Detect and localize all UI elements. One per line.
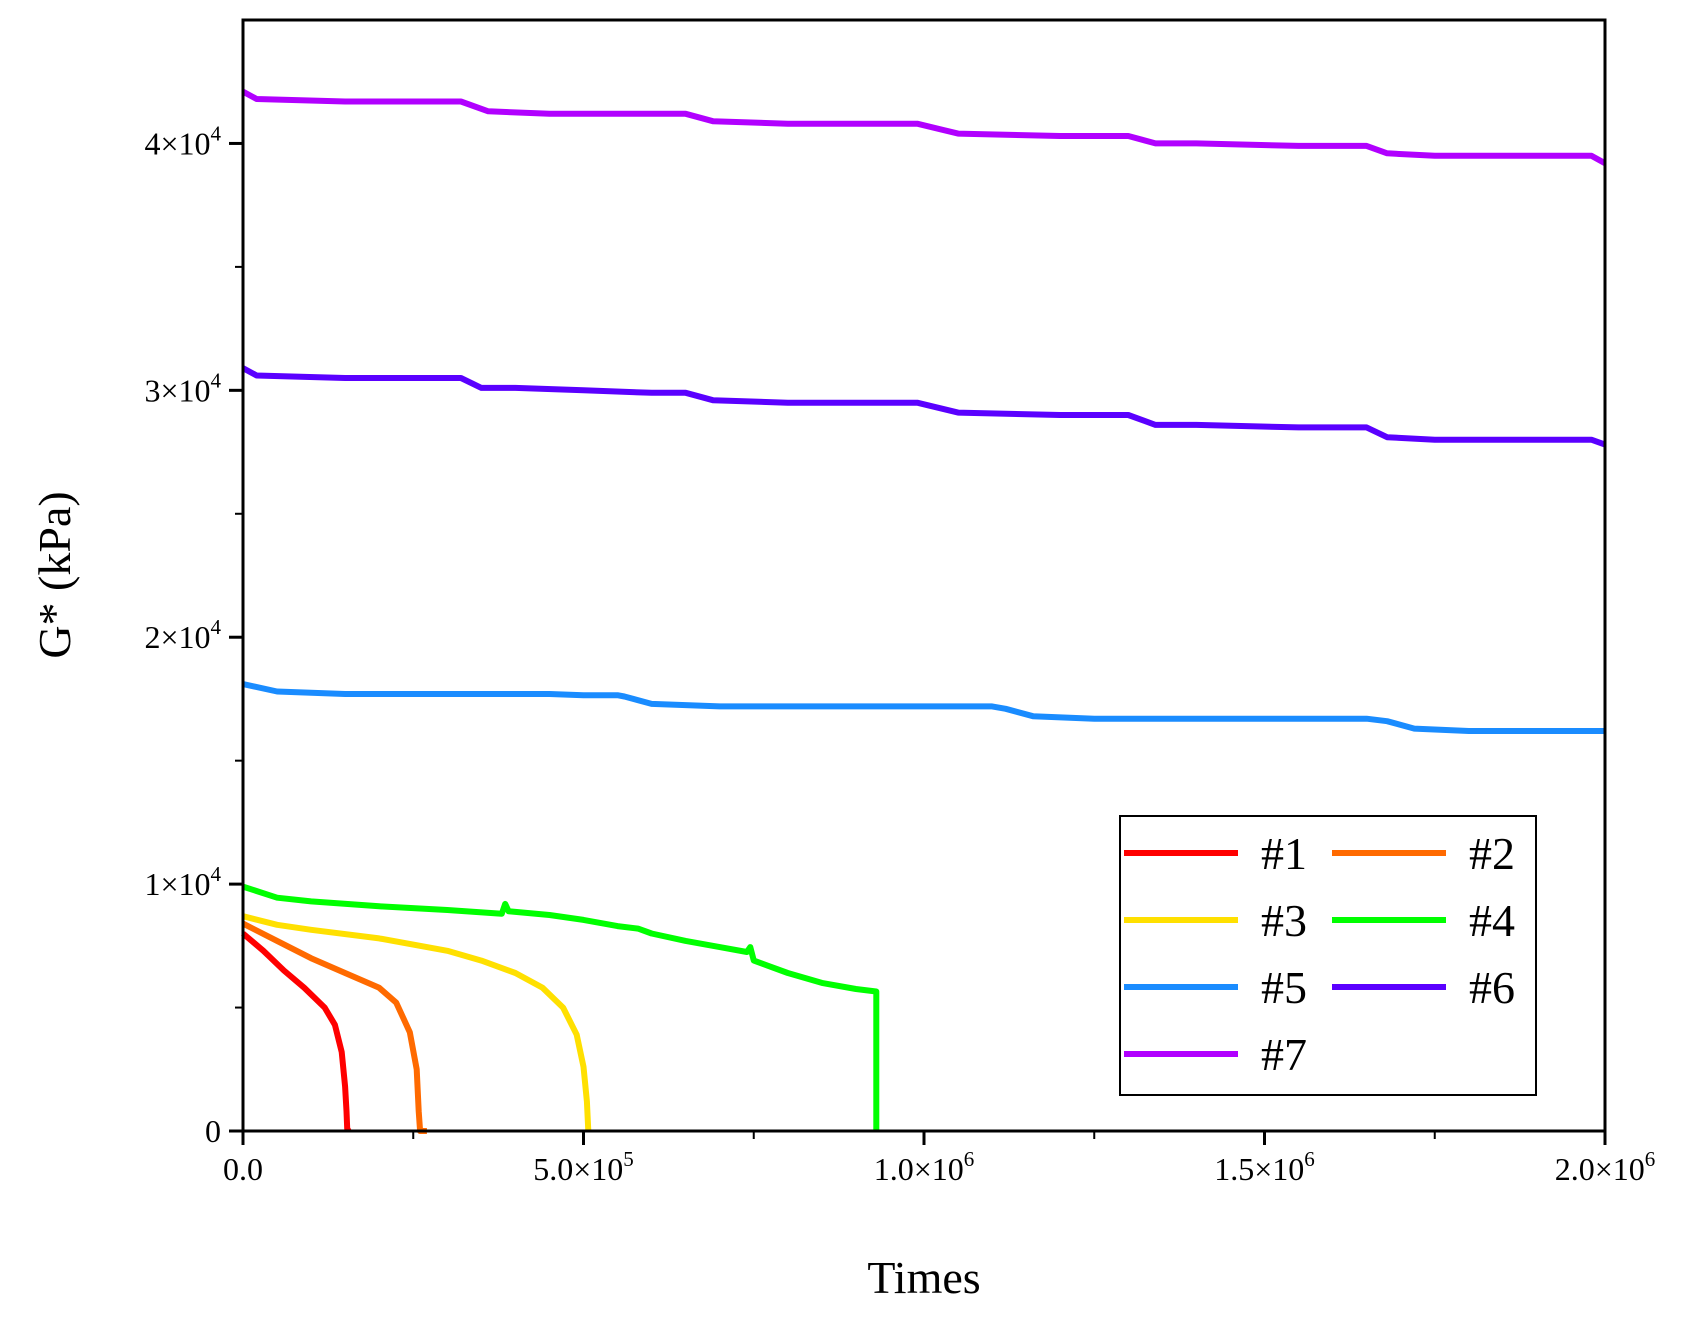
x-tick-label-0: 0.0 [223,1151,263,1187]
x-tick-label-3: 1.5×106 [1214,1147,1315,1187]
series-line-7 [241,88,1607,166]
series-line-6 [241,365,1607,448]
series-line-4 [242,883,880,1131]
series-line-5 [242,681,1605,734]
x-axis-title: Times [867,1252,980,1303]
legend-label-4: #4 [1469,895,1515,946]
legend-box [1119,815,1537,1096]
x-tick-label-2: 1.0×106 [874,1147,975,1187]
series-layer [241,88,1607,1134]
y-tick-label-1: 1×104 [144,862,221,902]
legend-label-7: #7 [1261,1029,1307,1080]
legend-label-3: #3 [1261,895,1307,946]
y-tick-label-0: 0 [205,1113,221,1149]
legend-label-6: #6 [1469,962,1515,1013]
series-line-2 [241,920,427,1134]
x-tick-label-1: 5.0×105 [533,1147,634,1187]
legend-label-5: #5 [1261,962,1307,1013]
legend: #1 #2 #3 #4 #5 #6 #7 [1119,815,1537,1096]
legend-items: #1 #2 #3 #4 #5 #6 #7 [1124,828,1515,1080]
y-tick-label-3: 3×104 [144,368,221,408]
series-line-1 [241,931,352,1133]
ticks-layer: 0.0 5.0×105 1.0×106 1.5×106 2.0×106 0 1×104 2×1… [144,121,1655,1187]
y-tick-label-2: 2×104 [144,615,221,655]
y-axis-title: G* (kPa) [29,491,80,658]
y-tick-label-4: 4×104 [144,121,221,161]
series-line-3 [242,913,592,1132]
legend-label-1: #1 [1261,828,1307,879]
x-tick-label-4: 2.0×106 [1555,1147,1656,1187]
legend-label-2: #2 [1469,828,1515,879]
